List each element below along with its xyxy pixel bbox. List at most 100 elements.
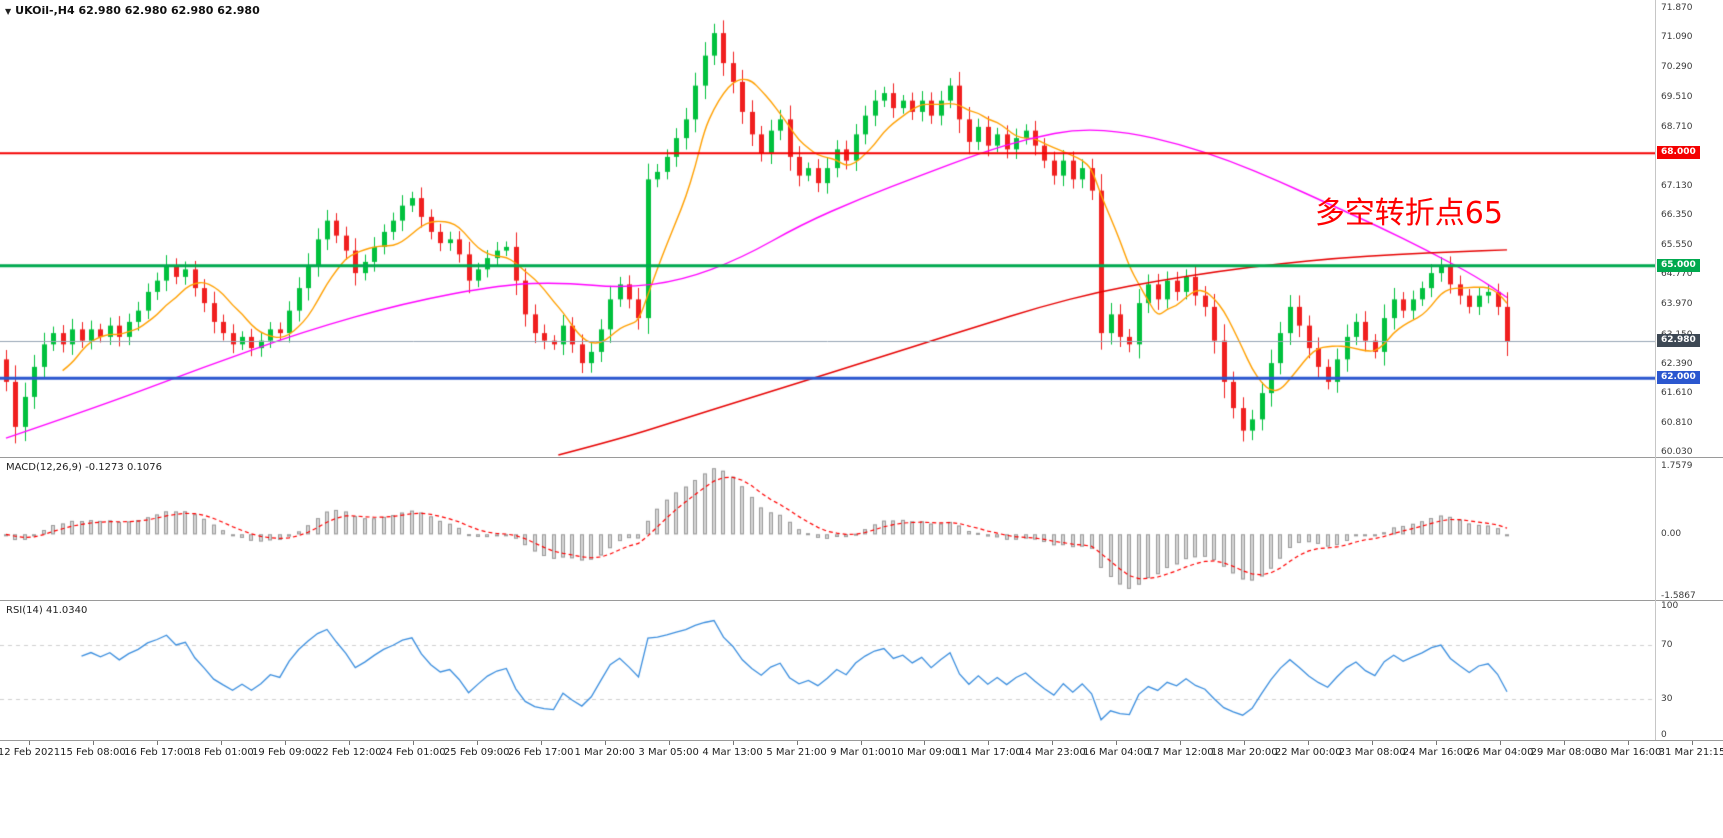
price-level-badge: 68.000 xyxy=(1657,146,1700,160)
price-tick-label: 71.870 xyxy=(1661,3,1693,13)
time-tick-mark xyxy=(1180,741,1181,745)
time-tick-label: 23 Mar 08:00 xyxy=(1338,747,1406,758)
macd-axis[interactable]: 1.7579 0.00 -1.5867 xyxy=(1656,458,1723,601)
time-tick-mark xyxy=(93,741,94,745)
rsi-tick-label: 100 xyxy=(1661,601,1679,611)
macd-tick-label: 0.00 xyxy=(1661,529,1682,540)
time-tick-mark xyxy=(1116,741,1117,745)
time-tick-mark xyxy=(221,741,222,745)
panel-separator[interactable] xyxy=(0,457,1723,458)
time-tick-label: 18 Mar 20:00 xyxy=(1210,747,1278,758)
rsi-label: RSI(14) xyxy=(6,605,43,616)
time-tick-label: 30 Mar 16:00 xyxy=(1594,747,1662,758)
price-level-badge: 65.000 xyxy=(1657,258,1700,272)
macd-label: MACD(12,26,9) xyxy=(6,462,82,473)
time-tick-mark xyxy=(1052,741,1053,745)
time-tick-mark xyxy=(797,741,798,745)
macd-indicator-canvas[interactable] xyxy=(0,458,1655,600)
rsi-tick-label: 30 xyxy=(1661,694,1673,705)
time-tick-label: 22 Mar 00:00 xyxy=(1274,747,1342,758)
panel-separator[interactable] xyxy=(0,600,1723,601)
time-tick-label: 14 Mar 23:00 xyxy=(1018,747,1086,758)
time-axis[interactable]: 12 Feb 2021 15 Feb 08:00 16 Feb 17:00 18 Fe… xyxy=(0,741,1723,767)
time-tick-label: 5 Mar 21:00 xyxy=(766,747,827,758)
time-tick-mark xyxy=(157,741,158,745)
time-tick-label: 18 Feb 01:00 xyxy=(188,747,254,758)
time-tick-label: 1 Mar 20:00 xyxy=(574,747,635,758)
macd-title: MACD(12,26,9) -0.1273 0.1076 xyxy=(6,462,162,473)
time-tick-mark xyxy=(1436,741,1437,745)
time-tick-mark xyxy=(861,741,862,745)
time-tick-mark xyxy=(1372,741,1373,745)
time-tick-label: 24 Mar 16:00 xyxy=(1402,747,1470,758)
time-tick-label: 10 Mar 09:00 xyxy=(891,747,958,758)
price-level-badge: 62.000 xyxy=(1657,371,1700,385)
time-tick-mark xyxy=(477,741,478,745)
time-tick-mark xyxy=(1564,741,1565,745)
panel-separator xyxy=(0,740,1723,741)
price-axis[interactable]: 71.870 71.090 70.290 69.510 68.710 67.130 66.3… xyxy=(1656,0,1723,457)
time-tick-label: 15 Feb 08:00 xyxy=(60,747,126,758)
rsi-title: RSI(14) 41.0340 xyxy=(6,605,87,616)
time-tick-label: 9 Mar 01:00 xyxy=(830,747,891,758)
time-tick-label: 11 Mar 17:00 xyxy=(955,747,1022,758)
price-level-badge: 62.980 xyxy=(1657,334,1700,348)
price-tick-label: 60.810 xyxy=(1661,417,1693,428)
time-tick-label: 19 Feb 09:00 xyxy=(252,747,318,758)
time-tick-mark xyxy=(29,741,30,745)
price-tick-label: 71.090 xyxy=(1661,32,1693,43)
time-tick-mark xyxy=(349,741,350,745)
time-tick-mark xyxy=(285,741,286,745)
time-tick-label: 26 Mar 04:00 xyxy=(1466,747,1534,758)
rsi-indicator-canvas[interactable] xyxy=(0,601,1655,740)
time-tick-mark xyxy=(733,741,734,745)
chart-title: ▼ UKOil-,H4 62.980 62.980 62.980 62.980 xyxy=(5,4,260,17)
time-tick-label: 25 Feb 09:00 xyxy=(443,747,510,758)
price-tick-label: 66.350 xyxy=(1661,210,1693,220)
price-tick-label: 60.030 xyxy=(1661,447,1693,457)
pivot-annotation: 多空转折点65 xyxy=(1314,196,1503,231)
price-tick-label: 64.770 xyxy=(1661,269,1693,280)
time-tick-label: 16 Mar 04:00 xyxy=(1082,747,1150,758)
time-tick-mark xyxy=(1692,741,1693,745)
macd-value: -0.1273 xyxy=(85,462,124,473)
time-tick-mark xyxy=(1308,741,1309,745)
price-tick-label: 61.610 xyxy=(1661,387,1693,398)
price-tick-label: 62.390 xyxy=(1661,358,1693,369)
time-tick-label: 16 Feb 17:00 xyxy=(124,747,190,758)
time-tick-label: 3 Mar 05:00 xyxy=(638,747,699,758)
price-tick-label: 65.550 xyxy=(1661,240,1693,250)
time-tick-label: 31 Mar 21:15 xyxy=(1658,747,1723,758)
time-tick-label: 17 Mar 12:00 xyxy=(1146,747,1214,758)
time-tick-mark xyxy=(413,741,414,745)
time-tick-label: 24 Feb 01:00 xyxy=(379,747,446,758)
macd-signal-value: 0.1076 xyxy=(126,462,162,473)
rsi-axis[interactable]: 100 70 30 0 xyxy=(1656,601,1723,740)
macd-tick-label: -1.5867 xyxy=(1661,591,1696,601)
time-tick-mark xyxy=(541,741,542,745)
rsi-value: 41.0340 xyxy=(45,605,88,616)
time-tick-label: 29 Mar 08:00 xyxy=(1530,747,1598,758)
price-axis-border xyxy=(1655,0,1656,740)
price-tick-label: 69.510 xyxy=(1661,91,1693,102)
time-tick-mark xyxy=(669,741,670,745)
macd-tick-label: 1.7579 xyxy=(1661,461,1693,471)
time-tick-mark xyxy=(1628,741,1629,745)
time-tick-mark xyxy=(924,741,925,745)
time-tick-label: 4 Mar 13:00 xyxy=(702,747,763,758)
time-tick-label: 12 Feb 2021 xyxy=(0,747,61,758)
rsi-tick-label: 70 xyxy=(1661,639,1673,650)
price-tick-label: 67.130 xyxy=(1661,180,1693,191)
time-tick-mark xyxy=(1244,741,1245,745)
time-tick-label: 26 Feb 17:00 xyxy=(507,747,574,758)
price-tick-label: 70.290 xyxy=(1661,62,1693,73)
chart-menu-triangle-icon[interactable]: ▼ xyxy=(5,7,12,16)
time-tick-mark xyxy=(988,741,989,745)
price-tick-label: 68.710 xyxy=(1661,121,1693,132)
price-chart-canvas[interactable] xyxy=(0,0,1655,457)
price-tick-label: 63.970 xyxy=(1661,299,1693,310)
time-tick-mark xyxy=(605,741,606,745)
time-tick-mark xyxy=(1500,741,1501,745)
time-tick-label: 22 Feb 12:00 xyxy=(315,747,382,758)
